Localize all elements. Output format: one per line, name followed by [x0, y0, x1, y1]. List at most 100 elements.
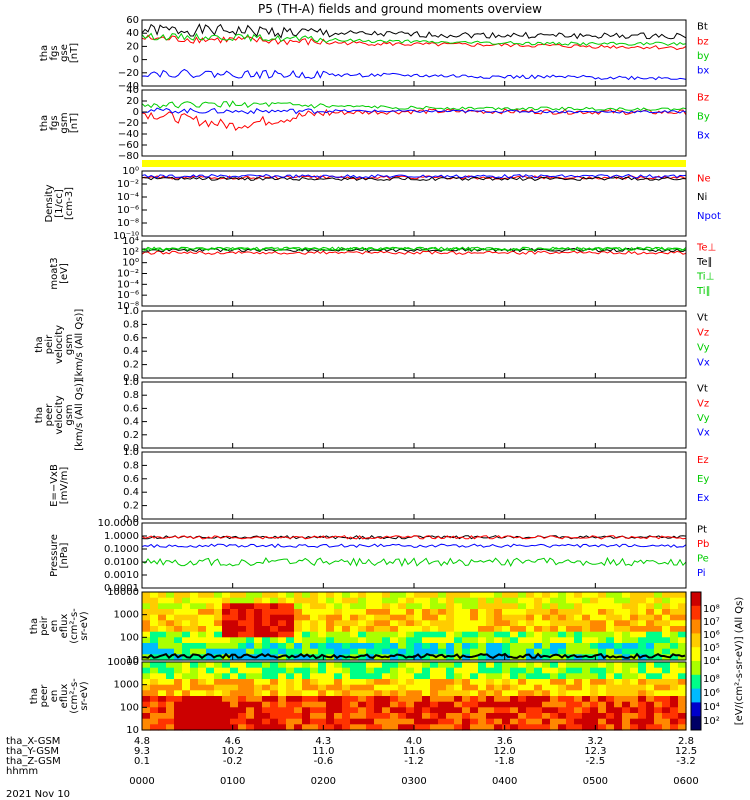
spectrogram-cell — [174, 667, 183, 674]
spectrogram-cell — [598, 648, 607, 655]
ephemeris-row-label: tha_Z-GSM — [6, 756, 61, 767]
spectrogram-cell — [678, 662, 687, 669]
spectrogram-cell — [158, 620, 167, 627]
spectrogram-cell — [350, 701, 359, 708]
ephemeris-value: 4.8 — [134, 736, 150, 747]
spectrogram-cell — [422, 614, 431, 621]
y-axis-label: gse — [59, 44, 70, 62]
spectrogram-cell — [230, 643, 239, 650]
spectrogram-cell — [334, 631, 343, 638]
spectrogram-cell — [214, 724, 223, 731]
spectrogram-cell — [654, 609, 663, 616]
spectrogram-cell — [262, 648, 271, 655]
spectrogram-cell — [238, 696, 247, 703]
spectrogram-cell — [166, 673, 175, 680]
spectrogram-cell — [278, 620, 287, 627]
spectrogram-cell — [566, 631, 575, 638]
spectrogram-cell — [598, 718, 607, 725]
legend-Ni: Ni — [697, 192, 707, 203]
spectrogram-cell — [334, 614, 343, 621]
spectrogram-cell — [518, 684, 527, 691]
spectrogram-cell — [430, 690, 439, 697]
spectrogram-cell — [494, 631, 503, 638]
spectrogram-cell — [494, 614, 503, 621]
y-tick-label: 10⁻⁶ — [117, 205, 139, 216]
y-tick-label: 100 — [120, 632, 139, 643]
y-axis-label: Pressure — [49, 534, 60, 577]
spectrogram-cell — [670, 724, 679, 731]
spectrogram-cell — [302, 707, 311, 714]
spectrogram-cell — [558, 673, 567, 680]
x-tick-label: 0200 — [311, 776, 336, 787]
spectrogram-cell — [246, 667, 255, 674]
spectrogram-cell — [646, 662, 655, 669]
spectrogram-cell — [622, 592, 631, 599]
spectrogram-cell — [158, 696, 167, 703]
ephemeris-value: 2.8 — [678, 736, 694, 747]
spectrogram-cell — [566, 654, 575, 661]
y-axis-label: (cm²-s- — [69, 678, 80, 714]
spectrogram-cell — [262, 713, 271, 720]
spectrogram-cell — [630, 592, 639, 599]
spectrogram-cell — [174, 679, 183, 686]
spectrogram-cell — [446, 679, 455, 686]
spectrogram-cell — [454, 679, 463, 686]
spectrogram-cell — [590, 690, 599, 697]
spectrogram-cell — [326, 718, 335, 725]
spectrogram-cell — [166, 620, 175, 627]
y-tick-label: 0.0 — [123, 514, 139, 525]
spectrogram-cell — [374, 592, 383, 599]
spectrogram-cell — [166, 684, 175, 691]
spectrogram-cell — [478, 592, 487, 599]
spectrogram-cell — [526, 614, 535, 621]
spectrogram-cell — [662, 662, 671, 669]
y-tick-label: 0.8 — [123, 390, 139, 401]
spectrogram-cell — [646, 592, 655, 599]
spectrogram-cell — [566, 690, 575, 697]
spectrogram-cell — [614, 603, 623, 610]
spectrogram-cell — [446, 614, 455, 621]
panel-frame — [141, 310, 687, 379]
y-tick-label: 0.6 — [123, 333, 139, 344]
spectrogram-cell — [142, 592, 151, 599]
spectrogram-cell — [574, 684, 583, 691]
spectrogram-cell — [566, 643, 575, 650]
spectrogram-cell — [646, 648, 655, 655]
spectrogram-cell — [446, 667, 455, 674]
spectrogram-cell — [670, 648, 679, 655]
spectrogram-cell — [382, 718, 391, 725]
spectrogram-cell — [262, 667, 271, 674]
spectrogram-cell — [374, 679, 383, 686]
spectrogram-cell — [246, 592, 255, 599]
spectrogram-cell — [374, 701, 383, 708]
spectrogram-cell — [630, 648, 639, 655]
spectrogram-cell — [398, 684, 407, 691]
spectrogram-cell — [342, 679, 351, 686]
spectrogram-cell — [502, 626, 511, 633]
ephemeris-value: 11.6 — [403, 746, 425, 757]
spectrogram-cell — [542, 679, 551, 686]
spectrogram-cell — [366, 690, 375, 697]
spectrogram-cell — [382, 609, 391, 616]
spectrogram-cell — [614, 609, 623, 616]
spectrogram-cell — [382, 679, 391, 686]
spectrogram-cell — [590, 713, 599, 720]
spectrogram-cell — [662, 724, 671, 731]
spectrogram-cell — [670, 631, 679, 638]
spectrogram-cell — [542, 631, 551, 638]
spectrogram-cell — [294, 724, 303, 731]
spectrogram-cell — [630, 679, 639, 686]
spectrogram-cell — [286, 609, 295, 616]
spectrogram-cell — [542, 609, 551, 616]
y-tick-label: 10⁻⁸ — [117, 218, 139, 229]
spectrogram-cell — [294, 643, 303, 650]
spectrogram-cell — [590, 637, 599, 644]
spectrogram-cell — [454, 713, 463, 720]
spectrogram-cell — [422, 718, 431, 725]
spectrogram-cell — [510, 609, 519, 616]
spectrogram-cell — [326, 679, 335, 686]
spectrogram-cell — [630, 626, 639, 633]
spectrogram-cell — [198, 631, 207, 638]
spectrogram-cell — [238, 667, 247, 674]
spectrogram-cell — [190, 637, 199, 644]
